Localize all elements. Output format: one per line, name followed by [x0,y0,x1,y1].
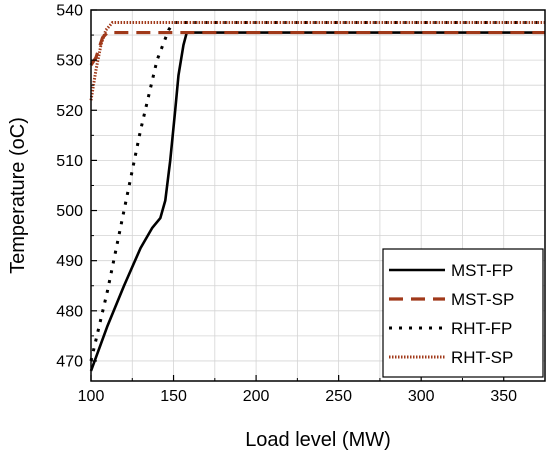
y-tick-label: 470 [56,353,83,370]
x-tick-label: 100 [78,388,105,405]
x-tick-label: 300 [408,388,435,405]
x-tick-label: 250 [325,388,352,405]
series-line-rht-sp [89,21,545,101]
legend-label-mst-sp: MST-SP [451,290,514,309]
y-tick-label: 490 [56,253,83,270]
series-line-rht-fp [89,21,545,362]
x-axis-title: Load level (MW) [245,429,391,451]
series-layer [89,21,545,372]
y-tick-label: 500 [56,203,83,220]
legend-label-mst-fp: MST-FP [451,261,513,280]
x-tick-labels: 100 150 200 250 300 350 [78,388,518,405]
legend-label-rht-sp: RHT-SP [451,348,513,367]
legend: MST-FP MST-SP RHT-FP RHT-SP [382,248,544,378]
legend-label-rht-fp: RHT-FP [451,319,512,338]
y-tick-label: 510 [56,153,83,170]
series-line-mst-fp [89,31,545,372]
y-tick-label: 540 [56,3,83,20]
x-tick-label: 150 [160,388,187,405]
x-tick-label: 200 [243,388,270,405]
y-tick-label: 520 [56,103,83,120]
x-tick-label: 350 [490,388,517,405]
y-tick-label: 480 [56,303,83,320]
y-tick-labels: 470 480 490 500 510 520 530 540 [56,3,83,371]
y-tick-label: 530 [56,53,83,70]
y-axis-title: Temperature (oC) [7,117,29,274]
plot-frame [90,9,546,382]
axis-ticks [90,9,505,381]
